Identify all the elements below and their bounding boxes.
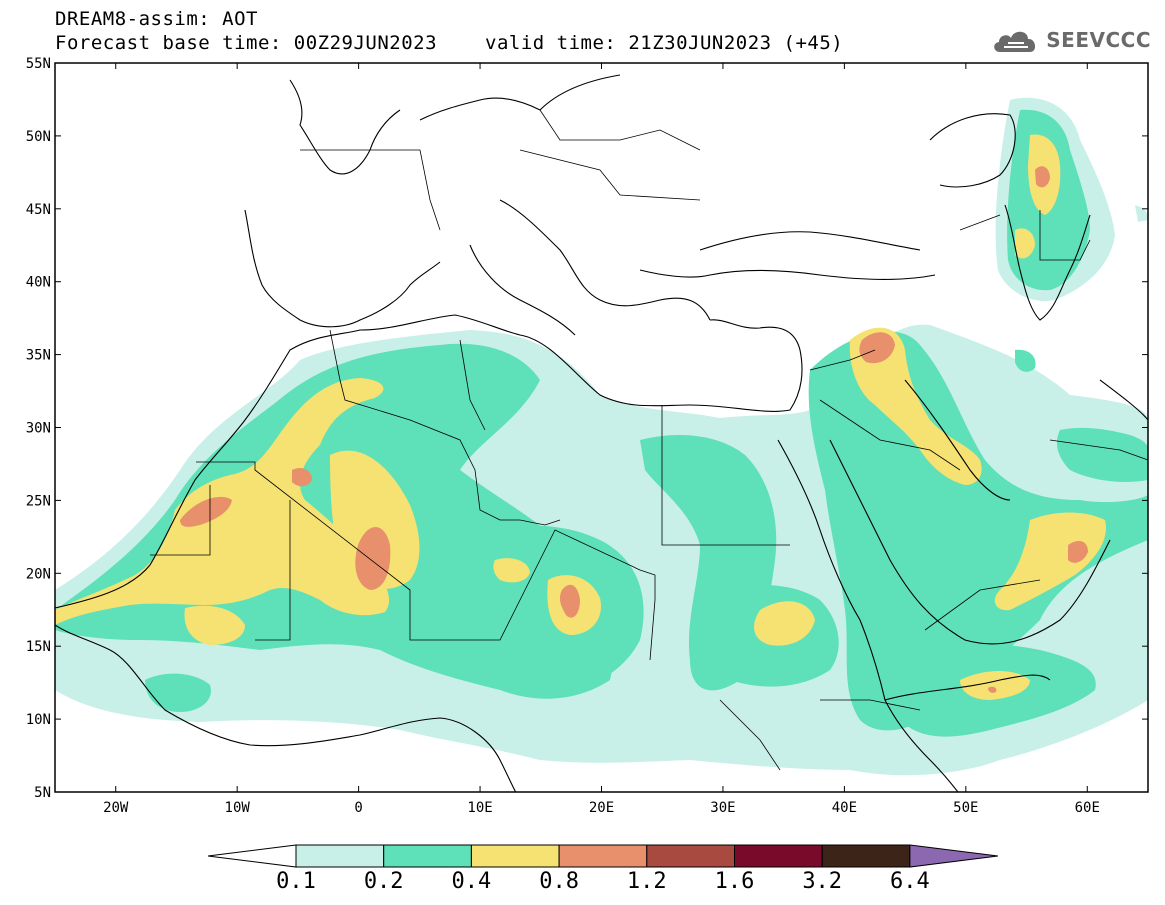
lon-tick-label: 30E bbox=[710, 800, 735, 816]
axis-ticks bbox=[55, 62, 1148, 793]
colorbar-labels: 0.1 0.2 0.4 0.8 1.2 1.6 3.2 6.4 bbox=[276, 869, 930, 894]
lat-tick-label: 50N bbox=[26, 129, 51, 145]
colorbar-box bbox=[295, 844, 385, 868]
valid-time: valid time: 21Z30JUN2023 (+45) bbox=[485, 32, 844, 54]
lat-tick-label: 55N bbox=[26, 56, 51, 72]
aot-level-0.8 bbox=[180, 166, 1088, 693]
lat-tick-label: 25N bbox=[26, 493, 51, 509]
lon-tick-label: 20E bbox=[589, 800, 614, 816]
lat-tick-label: 45N bbox=[26, 202, 51, 218]
colorbar-label: 0.2 bbox=[364, 869, 404, 894]
lat-tick-label: 40N bbox=[26, 275, 51, 291]
colorbar-under-triangle bbox=[207, 844, 297, 868]
map-title: DREAM8-assim: AOT bbox=[55, 8, 258, 30]
colorbar-box bbox=[383, 844, 472, 868]
colorbar-box bbox=[821, 844, 911, 868]
aot-field-layer bbox=[55, 97, 1148, 776]
colorbar-label: 0.8 bbox=[539, 869, 579, 894]
cloud-icon bbox=[994, 31, 1036, 52]
colorbar-label: 0.4 bbox=[452, 869, 492, 894]
logo-text: SEEVCCC bbox=[1046, 28, 1151, 52]
lon-tick-label: 60E bbox=[1075, 800, 1100, 816]
colorbar-box bbox=[734, 844, 823, 868]
longitude-labels: 20W 10W 0 10E 20E 30E 40E 50E 60E bbox=[103, 800, 1100, 816]
colorbar-label: 1.2 bbox=[627, 869, 667, 894]
lat-tick-label: 5N bbox=[34, 785, 51, 801]
lon-tick-label: 20W bbox=[103, 800, 129, 816]
lon-tick-label: 50E bbox=[953, 800, 978, 816]
latitude-labels: 5N 10N 15N 20N 25N 30N 35N 40N 45N 50N 55N bbox=[26, 56, 51, 801]
colorbar-label: 3.2 bbox=[802, 869, 842, 894]
lon-tick-label: 40E bbox=[832, 800, 857, 816]
colorbar-box bbox=[558, 844, 648, 868]
border-layer bbox=[150, 109, 1148, 771]
colorbar-box bbox=[470, 844, 560, 868]
colorbar-label: 1.6 bbox=[715, 869, 755, 894]
forecast-base-time: Forecast base time: 00Z29JUN2023 bbox=[55, 32, 438, 54]
lat-tick-label: 35N bbox=[26, 348, 51, 364]
seevccc-logo: SEEVCCC bbox=[990, 26, 1151, 54]
lat-tick-label: 20N bbox=[26, 566, 51, 582]
coastline-layer bbox=[55, 74, 1148, 792]
lat-tick-label: 10N bbox=[26, 712, 51, 728]
colorbar-label: 0.1 bbox=[276, 869, 316, 894]
lat-tick-label: 15N bbox=[26, 639, 51, 655]
lon-tick-label: 10W bbox=[225, 800, 251, 816]
lat-tick-label: 30N bbox=[26, 421, 51, 437]
colorbar bbox=[207, 844, 998, 868]
colorbar-box bbox=[646, 844, 735, 868]
lon-tick-label: 10E bbox=[467, 800, 492, 816]
time-info: Forecast base time: 00Z29JUN2023 valid ti… bbox=[55, 32, 843, 54]
lon-tick-label: 0 bbox=[354, 800, 362, 816]
colorbar-over-triangle bbox=[909, 844, 998, 868]
colorbar-label: 6.4 bbox=[890, 869, 930, 894]
